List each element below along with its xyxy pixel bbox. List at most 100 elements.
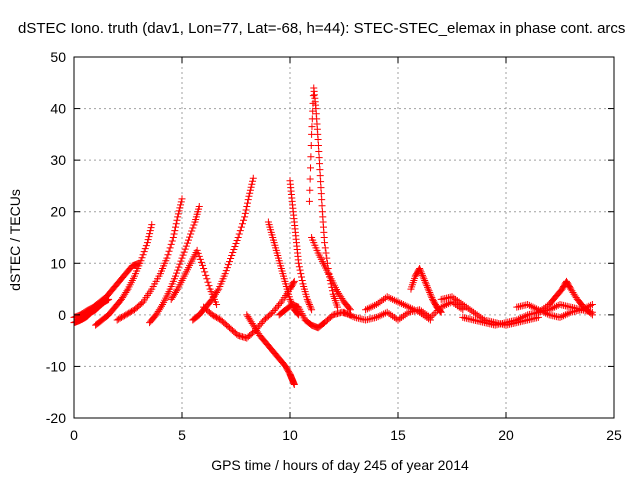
data-point [538,307,546,315]
data-point [169,234,177,241]
data-point [315,154,323,162]
data-point [322,249,330,257]
data-point [231,243,239,251]
data-point [462,303,470,311]
data-point [378,311,386,319]
data-point [125,309,133,317]
data-point [174,210,182,218]
data-point [118,313,126,321]
data-point [394,298,402,306]
data-point [556,313,564,321]
series-7 [167,246,221,309]
data-point [143,239,151,247]
data-point [316,166,324,174]
data-point [450,294,458,302]
data-point [303,295,311,303]
series-4 [113,195,186,324]
series-19 [459,301,596,329]
data-point [349,313,357,321]
data-point [398,313,406,321]
data-point [581,304,589,312]
data-point [123,287,131,295]
data-point [563,310,571,318]
data-point [178,254,186,262]
data-point [317,184,325,192]
data-point [172,272,180,280]
data-point [436,307,444,315]
data-point [426,290,434,298]
data-point [211,313,219,321]
x-tick-label: 15 [390,427,406,443]
data-point [430,310,438,318]
data-point [174,266,182,274]
data-point [304,297,312,305]
data-point [534,306,542,314]
data-point [223,264,231,272]
data-point [172,220,180,228]
data-point [390,313,398,321]
data-point [452,295,460,303]
data-point [317,178,325,186]
data-point [448,293,456,301]
data-point [186,233,194,241]
data-point [443,301,451,309]
data-point [525,301,533,309]
data-point [204,278,212,286]
y-tick-label: 0 [58,307,66,323]
data-point [471,310,479,318]
data-point [141,245,149,253]
data-point [473,311,481,319]
data-point [164,251,172,259]
data-point [437,308,445,316]
data-point [542,309,550,317]
data-point [290,277,298,285]
data-point [334,303,342,311]
data-point [428,312,436,320]
data-point [232,240,240,248]
data-point [551,303,559,311]
data-point [307,153,315,161]
data-point [344,310,352,318]
data-point [172,223,180,231]
data-point [328,312,336,320]
data-point [214,314,222,322]
data-point [439,302,447,310]
data-point [267,310,275,318]
data-point [226,258,234,266]
data-point [307,142,315,150]
data-point [296,266,304,274]
y-tick-label: 20 [50,204,66,220]
data-point [323,254,331,262]
data-point [180,248,188,256]
data-point [424,285,432,293]
y-tick-label: 10 [50,255,66,271]
y-tick-label: -20 [46,410,66,426]
points-layer [70,84,596,388]
data-point [374,313,382,321]
data-point [235,230,243,238]
data-point [363,305,371,313]
data-point [115,315,123,323]
data-point [345,304,353,312]
grid-layer [74,57,614,418]
series-5 [146,203,203,327]
data-point [417,310,425,318]
data-point [244,199,252,207]
series-14 [275,301,354,332]
data-point [190,221,198,229]
data-point [417,268,425,276]
data-point [147,224,155,232]
data-point [244,196,252,204]
data-point [418,270,426,278]
data-point [543,310,551,318]
data-point [140,248,148,256]
data-point [305,299,313,307]
data-point [419,311,427,319]
data-point [394,316,402,324]
data-point [518,313,526,321]
data-point [176,204,184,212]
data-point [374,299,382,307]
data-point [529,303,537,311]
series-16 [362,293,434,324]
data-point [165,247,173,255]
